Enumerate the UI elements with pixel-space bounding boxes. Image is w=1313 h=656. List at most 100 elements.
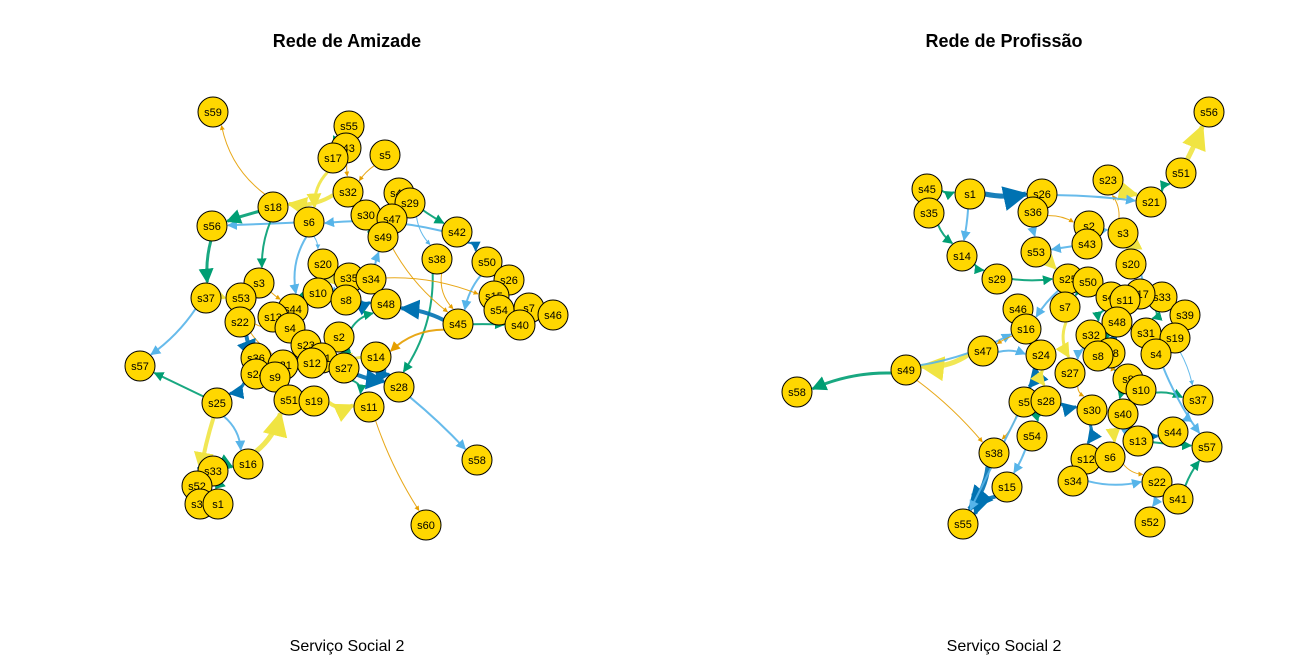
node-label: s1 bbox=[212, 499, 224, 511]
node-label: s27 bbox=[1061, 368, 1079, 380]
node-label: s7 bbox=[523, 303, 535, 315]
node-circle bbox=[1094, 441, 1126, 473]
node-label: s15 bbox=[998, 482, 1016, 494]
panel-friendship: Rede de Amizade s59s55s43s5s17s32s41s29s… bbox=[124, 31, 569, 655]
network-node: s41 bbox=[1162, 483, 1194, 515]
node-label: s19 bbox=[1166, 333, 1184, 345]
node-label: s29 bbox=[988, 274, 1006, 286]
panel-title: Rede de Profissão bbox=[925, 31, 1082, 51]
node-label: s46 bbox=[544, 310, 562, 322]
network-edge bbox=[375, 368, 391, 384]
network-edge bbox=[1162, 366, 1201, 434]
network-edge bbox=[227, 219, 295, 230]
node-label: s12 bbox=[303, 358, 321, 370]
network-node: s14 bbox=[946, 240, 978, 272]
network-node: s44 bbox=[1157, 416, 1189, 448]
node-label: s55 bbox=[954, 519, 972, 531]
node-label: s8 bbox=[340, 295, 352, 307]
node-circle bbox=[1182, 384, 1214, 416]
node-label: s3 bbox=[1117, 228, 1129, 240]
network-node: s40 bbox=[1107, 398, 1139, 430]
node-circle bbox=[257, 191, 289, 223]
node-circle bbox=[293, 206, 325, 238]
node-label: s43 bbox=[1078, 239, 1096, 251]
network-node: s25 bbox=[201, 387, 233, 419]
node-label: s54 bbox=[1023, 431, 1041, 443]
network-node: s22 bbox=[224, 306, 256, 338]
node-circle bbox=[890, 354, 922, 386]
network-edge bbox=[270, 291, 281, 300]
node-circle bbox=[1016, 420, 1048, 452]
node-label: s52 bbox=[1141, 517, 1159, 529]
network-edge bbox=[375, 420, 420, 512]
node-label: s53 bbox=[1027, 247, 1045, 259]
node-circle bbox=[190, 282, 222, 314]
node-circle bbox=[461, 444, 493, 476]
node-label: s56 bbox=[1200, 107, 1218, 119]
network-edge bbox=[1181, 411, 1193, 423]
network-node: s28 bbox=[1030, 385, 1062, 417]
network-edge bbox=[1001, 414, 1017, 440]
network-edge bbox=[402, 273, 434, 373]
network-edge bbox=[967, 466, 994, 512]
node-circle bbox=[1076, 394, 1108, 426]
node-label: s57 bbox=[131, 361, 149, 373]
node-label: s22 bbox=[231, 317, 249, 329]
network-node: s58 bbox=[781, 376, 813, 408]
network-node: s20 bbox=[1115, 248, 1147, 280]
network-node: s17 bbox=[317, 142, 349, 174]
network-edge bbox=[416, 216, 431, 245]
edges-group bbox=[150, 125, 544, 512]
panel-caption: Serviço Social 2 bbox=[290, 638, 405, 655]
network-edge bbox=[1151, 495, 1163, 508]
node-label: s56 bbox=[203, 221, 221, 233]
network-edge bbox=[351, 379, 367, 395]
network-node: s6 bbox=[1094, 441, 1126, 473]
network-edge bbox=[1151, 310, 1163, 321]
node-label: s34 bbox=[1064, 476, 1082, 488]
node-label: s40 bbox=[511, 320, 529, 332]
node-label: s19 bbox=[305, 396, 323, 408]
node-label: s30 bbox=[1083, 405, 1101, 417]
node-label: s41 bbox=[1169, 494, 1187, 506]
network-edge bbox=[198, 240, 214, 284]
network-edge bbox=[1182, 124, 1206, 161]
network-edge bbox=[1087, 479, 1142, 489]
network-edge bbox=[973, 263, 985, 275]
network-node: s55 bbox=[947, 508, 979, 540]
node-circle bbox=[410, 509, 442, 541]
network-node: s18 bbox=[257, 191, 289, 223]
node-label: s45 bbox=[449, 319, 467, 331]
node-circle bbox=[259, 361, 291, 393]
node-label: s32 bbox=[339, 187, 357, 199]
network-node: s57 bbox=[1191, 431, 1223, 463]
network-edge bbox=[1056, 194, 1136, 205]
network-node: s35 bbox=[913, 197, 945, 229]
node-label: s35 bbox=[920, 208, 938, 220]
network-node: s11 bbox=[353, 391, 385, 423]
network-edge bbox=[1027, 366, 1049, 389]
network-node: s30 bbox=[1076, 394, 1108, 426]
network-node: s21 bbox=[1135, 186, 1167, 218]
node-circle bbox=[1017, 196, 1049, 228]
node-label: s51 bbox=[1172, 168, 1190, 180]
network-edge bbox=[467, 241, 481, 252]
node-circle bbox=[442, 308, 474, 340]
node-label: s21 bbox=[1142, 197, 1160, 209]
node-label: s7 bbox=[1059, 302, 1071, 314]
network-edge bbox=[1030, 369, 1046, 387]
node-label: s58 bbox=[788, 387, 806, 399]
node-label: s23 bbox=[1099, 175, 1117, 187]
node-label: s33 bbox=[204, 466, 222, 478]
network-node: s50 bbox=[471, 246, 503, 278]
network-edge bbox=[153, 371, 204, 398]
node-circle bbox=[537, 299, 569, 331]
panel-title: Rede de Amizade bbox=[273, 31, 421, 51]
node-label: s42 bbox=[448, 227, 466, 239]
node-label: s47 bbox=[974, 346, 992, 358]
node-circle bbox=[1010, 313, 1042, 345]
network-node: s1 bbox=[954, 178, 986, 210]
node-circle bbox=[781, 376, 813, 408]
